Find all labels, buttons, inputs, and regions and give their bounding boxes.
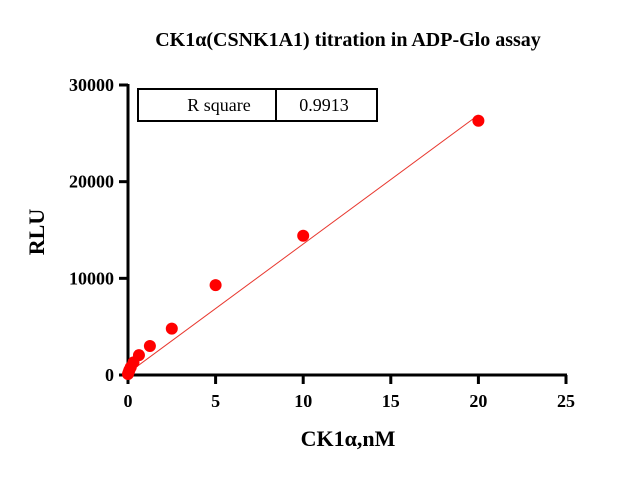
data-point: [209, 279, 222, 292]
x-tick-label: 5: [211, 391, 220, 411]
y-tick-label: 30000: [69, 75, 114, 95]
data-point: [143, 340, 156, 352]
y-tick-label: 10000: [69, 268, 114, 288]
y-tick-label: 0: [105, 365, 114, 385]
data-point: [132, 349, 145, 362]
y-tick-label: 20000: [69, 172, 114, 192]
x-tick-label: 15: [382, 391, 400, 411]
r-square-box: [137, 88, 378, 122]
r-square-label: R square: [187, 95, 250, 115]
y-axis-label: RLU: [24, 209, 49, 256]
data-point: [297, 229, 310, 242]
chart-title: CK1α(CSNK1A1) titration in ADP-Glo assay: [155, 29, 541, 51]
r-square-value: 0.9913: [299, 95, 349, 115]
x-tick-label: 20: [469, 391, 487, 411]
data-point: [472, 114, 485, 127]
fit-line: [127, 114, 479, 374]
x-tick-label: 10: [294, 391, 312, 411]
x-tick-label: 0: [124, 391, 133, 411]
x-tick-label: 25: [557, 391, 575, 411]
x-axis-label: CK1α,nM: [301, 426, 396, 451]
data-point: [165, 322, 178, 335]
